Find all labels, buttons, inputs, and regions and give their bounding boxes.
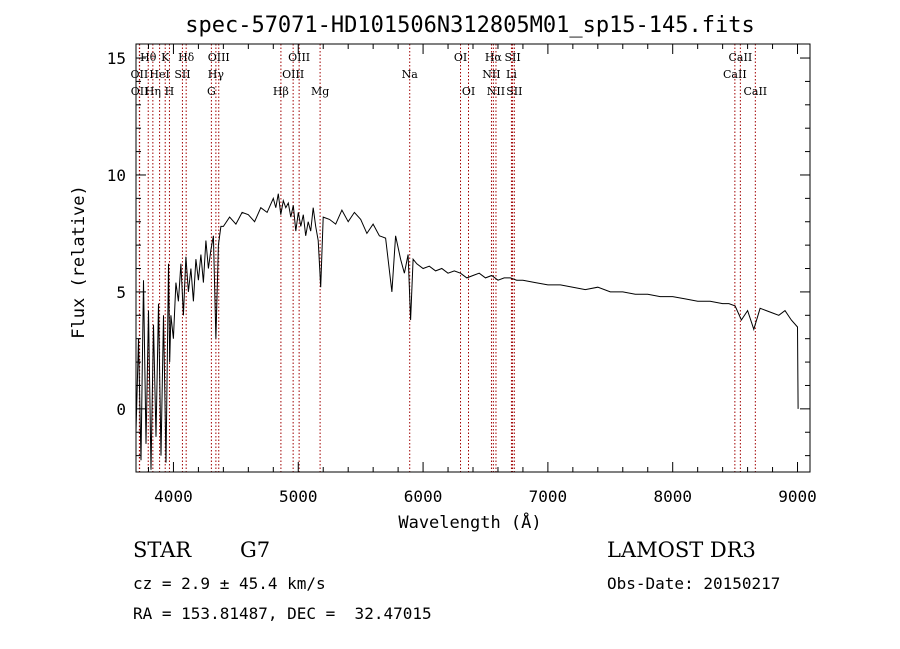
spectral-line-label: G bbox=[207, 85, 216, 98]
spectral-line-label: NII bbox=[482, 68, 500, 81]
x-tick-label: 8000 bbox=[653, 487, 692, 506]
redshift-readout: cz = 2.9 ± 45.4 km/s bbox=[133, 574, 326, 593]
spectral-line-label: Hβ bbox=[273, 85, 289, 98]
spectral-line-label: H bbox=[165, 85, 175, 98]
spectral-line-label: Hγ bbox=[208, 68, 225, 81]
observation-date: Obs-Date: 20150217 bbox=[607, 574, 781, 593]
spectrum-chart: spec-57071-HD101506N312805M01_sp15-145.f… bbox=[69, 13, 817, 533]
spectral-line-label: K bbox=[161, 51, 170, 64]
spectral-line-label: SII bbox=[504, 51, 520, 64]
spectral-line-label: SII bbox=[506, 85, 522, 98]
spectral-line-markers bbox=[138, 44, 756, 472]
object-subclass: G7 bbox=[240, 538, 271, 562]
spectral-line-label: OIII bbox=[282, 68, 304, 81]
y-tick-label: 5 bbox=[116, 283, 126, 302]
spectral-line-label: Mg bbox=[311, 85, 329, 98]
spectral-line-label: OII bbox=[131, 85, 149, 98]
object-type: STAR bbox=[133, 538, 192, 562]
x-axis-label: Wavelength (Å) bbox=[398, 511, 541, 533]
y-tick-label: 10 bbox=[107, 166, 126, 185]
x-tick-label: 5000 bbox=[279, 487, 318, 506]
plot-frame bbox=[135, 43, 811, 473]
spectral-line-label: HeI bbox=[149, 68, 169, 81]
spectral-line-label: Hθ bbox=[140, 51, 157, 64]
spectral-line-label: Hη bbox=[145, 85, 161, 98]
survey-name: LAMOST DR3 bbox=[607, 538, 756, 562]
spectral-line-label: CaII bbox=[723, 68, 747, 81]
spectral-line-label: CaII bbox=[743, 85, 767, 98]
spectral-line-label: OII bbox=[131, 68, 149, 81]
chart-title: spec-57071-HD101506N312805M01_sp15-145.f… bbox=[185, 13, 755, 38]
spectral-line-label: OIII bbox=[288, 51, 310, 64]
spectral-line-label: Hδ bbox=[178, 51, 195, 64]
x-tick-label: 6000 bbox=[404, 487, 443, 506]
spectral-line-label: Na bbox=[402, 68, 419, 81]
x-tick-label: 4000 bbox=[154, 487, 193, 506]
spectral-line-label: OIII bbox=[208, 51, 230, 64]
coordinates-readout: RA = 153.81487, DEC = 32.47015 bbox=[133, 604, 432, 623]
y-axis-label: Flux (relative) bbox=[69, 185, 89, 339]
spectral-line-label: NII bbox=[487, 85, 505, 98]
spectral-line-label: Hα bbox=[485, 51, 503, 64]
spectral-line-label: CaII bbox=[729, 51, 753, 64]
spectral-line-label: Li bbox=[506, 68, 517, 81]
spectral-line-label: SII bbox=[174, 68, 190, 81]
y-tick-label: 15 bbox=[107, 49, 126, 68]
x-tick-label: 7000 bbox=[529, 487, 568, 506]
x-tick-label: 9000 bbox=[778, 487, 817, 506]
spectral-line-label: OI bbox=[462, 85, 475, 98]
y-tick-label: 0 bbox=[116, 400, 126, 419]
spectrum-series-line bbox=[135, 193, 799, 470]
axis-ticks: 4000 5000 6000 7000 8000 9000 0 5 10 15 bbox=[107, 44, 817, 506]
spectral-line-label: OI bbox=[454, 51, 467, 64]
